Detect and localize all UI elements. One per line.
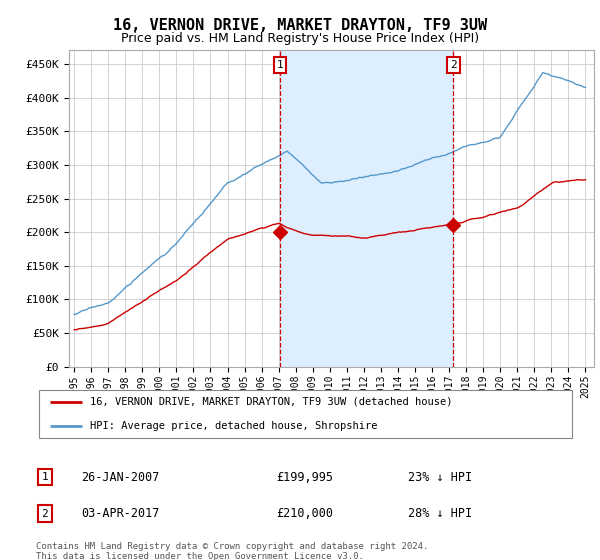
Text: 1: 1 bbox=[41, 472, 49, 482]
Text: 28% ↓ HPI: 28% ↓ HPI bbox=[408, 507, 472, 520]
FancyBboxPatch shape bbox=[39, 390, 572, 437]
Text: 03-APR-2017: 03-APR-2017 bbox=[81, 507, 160, 520]
Text: 2: 2 bbox=[450, 60, 457, 70]
Bar bbox=[280, 50, 454, 367]
Text: HPI: Average price, detached house, Shropshire: HPI: Average price, detached house, Shro… bbox=[90, 421, 377, 431]
Text: £199,995: £199,995 bbox=[276, 470, 333, 484]
Text: Contains HM Land Registry data © Crown copyright and database right 2024.
This d: Contains HM Land Registry data © Crown c… bbox=[36, 542, 428, 560]
Text: 23% ↓ HPI: 23% ↓ HPI bbox=[408, 470, 472, 484]
Text: 1: 1 bbox=[277, 60, 283, 70]
Text: 16, VERNON DRIVE, MARKET DRAYTON, TF9 3UW: 16, VERNON DRIVE, MARKET DRAYTON, TF9 3U… bbox=[113, 18, 487, 33]
Text: £210,000: £210,000 bbox=[276, 507, 333, 520]
Text: 26-JAN-2007: 26-JAN-2007 bbox=[81, 470, 160, 484]
Text: Price paid vs. HM Land Registry's House Price Index (HPI): Price paid vs. HM Land Registry's House … bbox=[121, 32, 479, 45]
Text: 16, VERNON DRIVE, MARKET DRAYTON, TF9 3UW (detached house): 16, VERNON DRIVE, MARKET DRAYTON, TF9 3U… bbox=[90, 397, 452, 407]
Text: 2: 2 bbox=[41, 508, 49, 519]
